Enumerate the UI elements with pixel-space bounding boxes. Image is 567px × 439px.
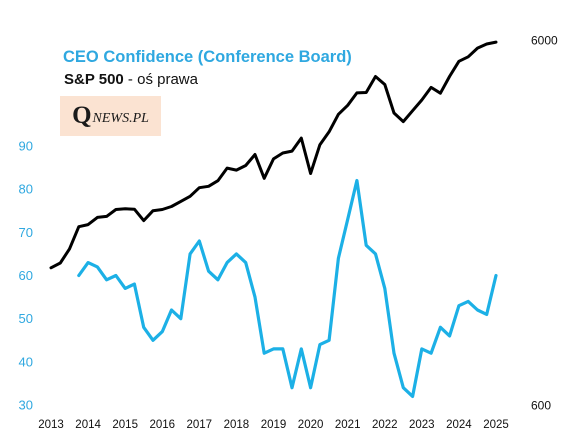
left-tick-label: 30 bbox=[19, 398, 33, 413]
x-axis-ticks: 2013 2014 2015 2016 2017 2018 2019 2020 2021 2022… bbox=[38, 419, 509, 431]
ceo-confidence-series bbox=[77, 178, 498, 398]
x-tick-label: 2025 bbox=[483, 419, 509, 431]
sp500-line bbox=[49, 40, 498, 270]
logo-q: Q bbox=[72, 102, 92, 129]
x-tick-label: 2014 bbox=[75, 419, 101, 431]
x-tick-label: 2023 bbox=[409, 419, 435, 431]
x-tick-label: 2017 bbox=[187, 419, 213, 431]
x-tick-label: 2024 bbox=[446, 419, 472, 431]
sp500-series bbox=[49, 40, 498, 270]
x-tick-label: 2021 bbox=[335, 419, 361, 431]
x-tick-label: 2016 bbox=[150, 419, 176, 431]
left-axis-ticks: 30 40 50 60 70 80 90 bbox=[19, 139, 33, 413]
left-tick-label: 70 bbox=[19, 225, 33, 240]
x-tick-label: 2018 bbox=[224, 419, 250, 431]
left-tick-label: 80 bbox=[19, 182, 33, 197]
x-tick-label: 2015 bbox=[112, 419, 138, 431]
qnews-logo: Q NEWS.PL bbox=[60, 96, 161, 136]
left-tick-label: 40 bbox=[19, 354, 33, 369]
right-tick-label: 6000 bbox=[531, 34, 558, 48]
right-axis-ticks: 600 6000 bbox=[531, 34, 558, 413]
x-tick-label: 2022 bbox=[372, 419, 398, 431]
chart-subtitle: S&P 500 - oś prawa bbox=[64, 71, 198, 88]
ceo-confidence-line bbox=[77, 178, 498, 398]
left-tick-label: 50 bbox=[19, 311, 33, 326]
x-tick-label: 2019 bbox=[261, 419, 287, 431]
subtitle-series-name: S&P 500 bbox=[64, 71, 124, 88]
right-tick-label: 600 bbox=[531, 399, 551, 413]
x-tick-label: 2013 bbox=[38, 419, 64, 431]
logo-text: NEWS.PL bbox=[92, 111, 149, 126]
subtitle-axis-note: - oś prawa bbox=[123, 71, 198, 88]
left-tick-label: 90 bbox=[19, 139, 33, 154]
chart-title: CEO Confidence (Conference Board) bbox=[63, 48, 352, 66]
left-tick-label: 60 bbox=[19, 268, 33, 283]
x-tick-label: 2020 bbox=[298, 419, 324, 431]
